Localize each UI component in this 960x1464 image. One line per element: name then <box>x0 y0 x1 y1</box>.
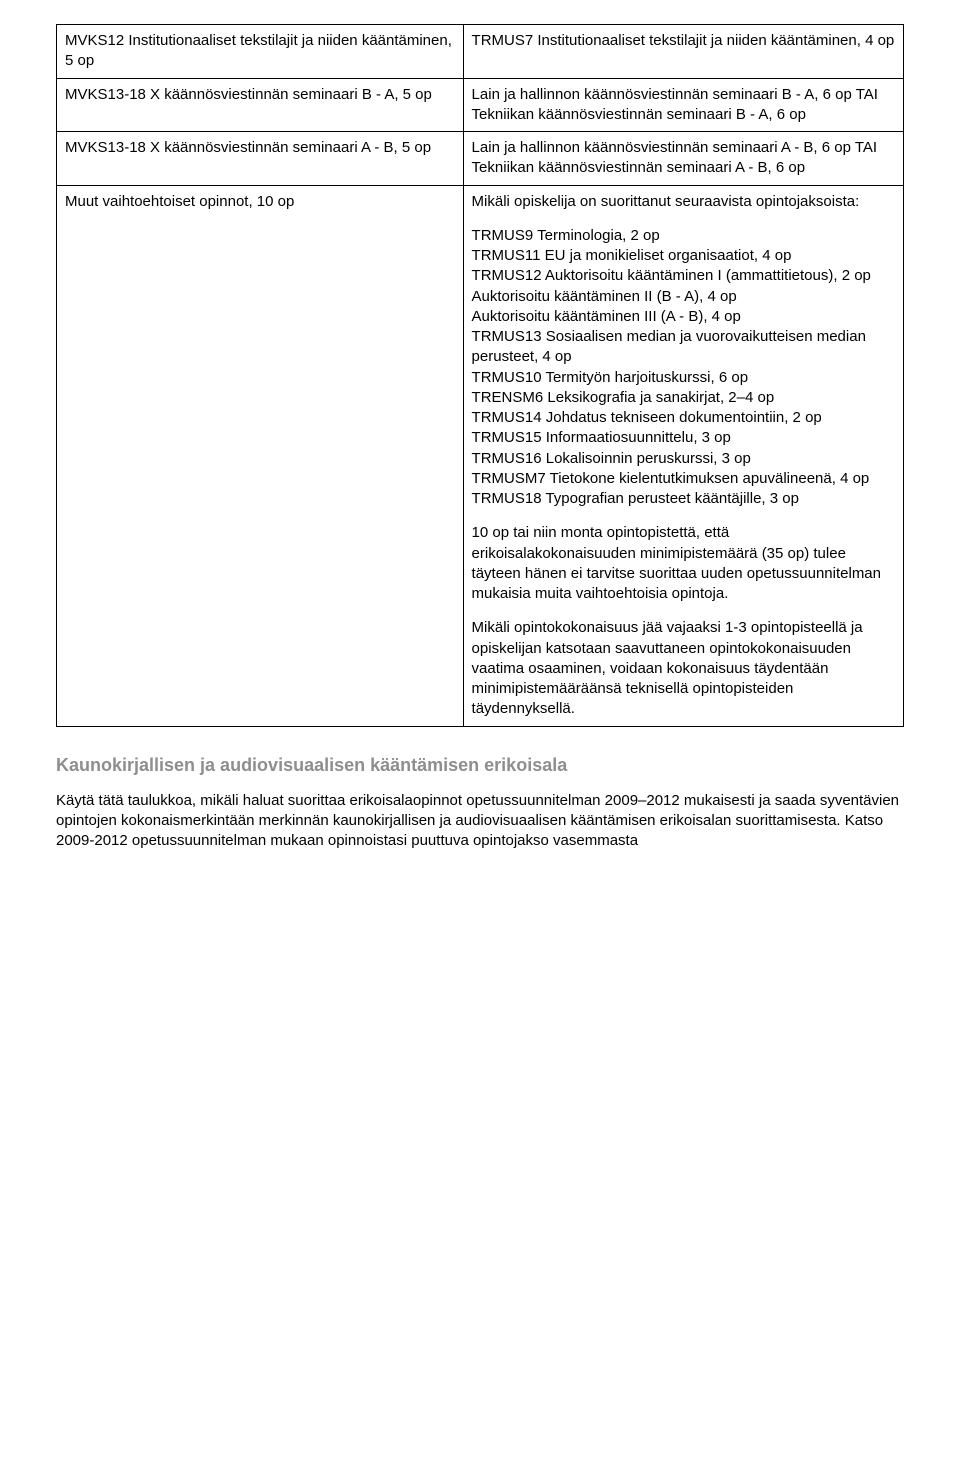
cell-left: MVKS13-18 X käännösviestinnän seminaari … <box>57 132 464 186</box>
cell-right: Lain ja hallinnon käännösviestinnän semi… <box>463 78 903 132</box>
cell-right: TRMUS7 Institutionaaliset tekstilajit ja… <box>463 25 903 79</box>
cell-right: Mikäli opiskelija on suorittanut seuraav… <box>463 185 903 726</box>
row4-p2: 10 op tai niin monta opintopistettä, ett… <box>472 524 881 602</box>
row4-list: TRMUS9 Terminologia, 2 op TRMUS11 EU ja … <box>472 227 871 507</box>
cell-left: Muut vaihtoehtoiset opinnot, 10 op <box>57 185 464 726</box>
row4-p3: Mikäli opintokokonaisuus jää vajaaksi 1-… <box>472 619 863 717</box>
cell-left: MVKS12 Institutionaaliset tekstilajit ja… <box>57 25 464 79</box>
section-title: Kaunokirjallisen ja audiovisuaalisen kää… <box>56 753 904 777</box>
table-row: MVKS13-18 X käännösviestinnän seminaari … <box>57 132 904 186</box>
section-paragraph: Käytä tätä taulukkoa, mikäli haluat suor… <box>56 791 904 852</box>
table-row: MVKS13-18 X käännösviestinnän seminaari … <box>57 78 904 132</box>
table-row: MVKS12 Institutionaaliset tekstilajit ja… <box>57 25 904 79</box>
cell-left: MVKS13-18 X käännösviestinnän seminaari … <box>57 78 464 132</box>
cell-right: Lain ja hallinnon käännösviestinnän semi… <box>463 132 903 186</box>
table-row: Muut vaihtoehtoiset opinnot, 10 op Mikäl… <box>57 185 904 726</box>
course-table: MVKS12 Institutionaaliset tekstilajit ja… <box>56 24 904 727</box>
row4-intro: Mikäli opiskelija on suorittanut seuraav… <box>472 193 860 210</box>
